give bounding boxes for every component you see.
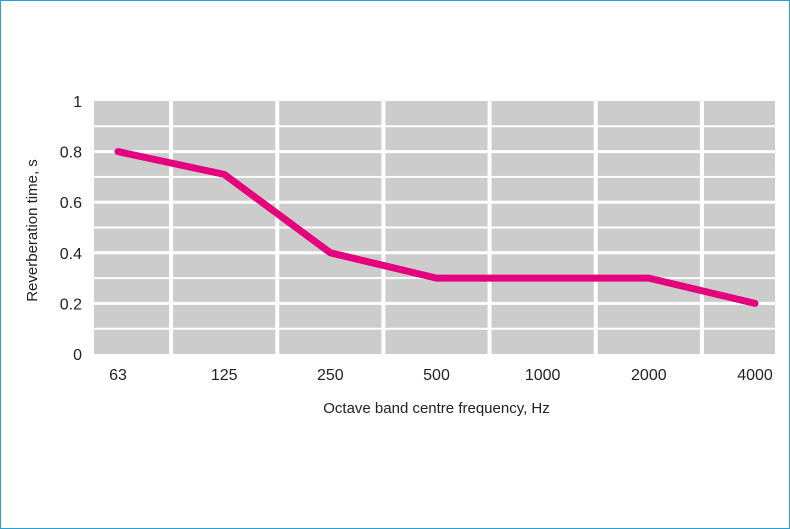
y-tick-label: 0.4 [60, 246, 82, 263]
x-tick-label: 500 [423, 367, 450, 384]
x-tick-label: 250 [317, 367, 344, 384]
x-tick-label: 63 [109, 367, 127, 384]
y-tick-label: 0.8 [60, 145, 82, 162]
y-tick-label: 0 [73, 347, 82, 364]
vertical-gridlines [169, 101, 704, 354]
x-tick-label: 2000 [631, 367, 667, 384]
y-tick-label: 0.2 [60, 296, 82, 313]
x-axis-ticks: 63 125 250 500 1000 2000 4000 [109, 367, 773, 384]
y-tick-label: 1 [73, 94, 82, 111]
x-axis-label: Octave band centre frequency, Hz [323, 400, 550, 417]
y-tick-label: 0.6 [60, 195, 82, 212]
y-axis-label: Reverberation time, s [24, 159, 41, 302]
x-tick-label: 4000 [737, 367, 773, 384]
series-line [114, 148, 759, 307]
x-tick-label: 1000 [525, 367, 561, 384]
x-tick-label: 125 [211, 367, 238, 384]
y-axis-ticks: 0 0.2 0.4 0.6 0.8 1 [60, 94, 82, 364]
